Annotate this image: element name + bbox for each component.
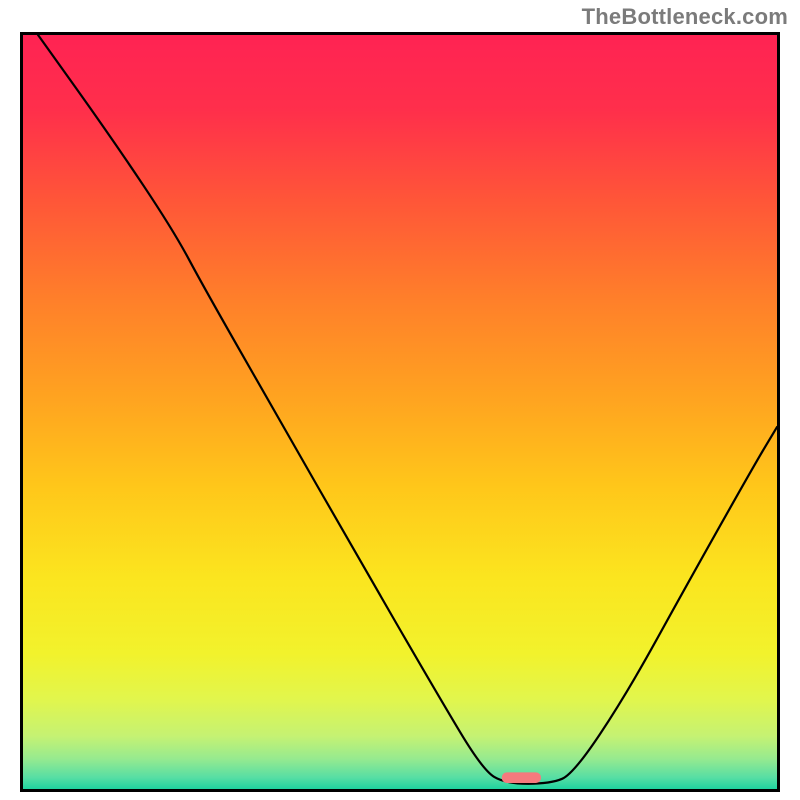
chart-container: TheBottleneck.com [0, 0, 800, 800]
chart-svg [20, 32, 780, 792]
gradient-background [23, 35, 777, 789]
optimum-marker [502, 772, 541, 783]
plot-frame [20, 32, 780, 792]
watermark-text: TheBottleneck.com [582, 4, 788, 30]
